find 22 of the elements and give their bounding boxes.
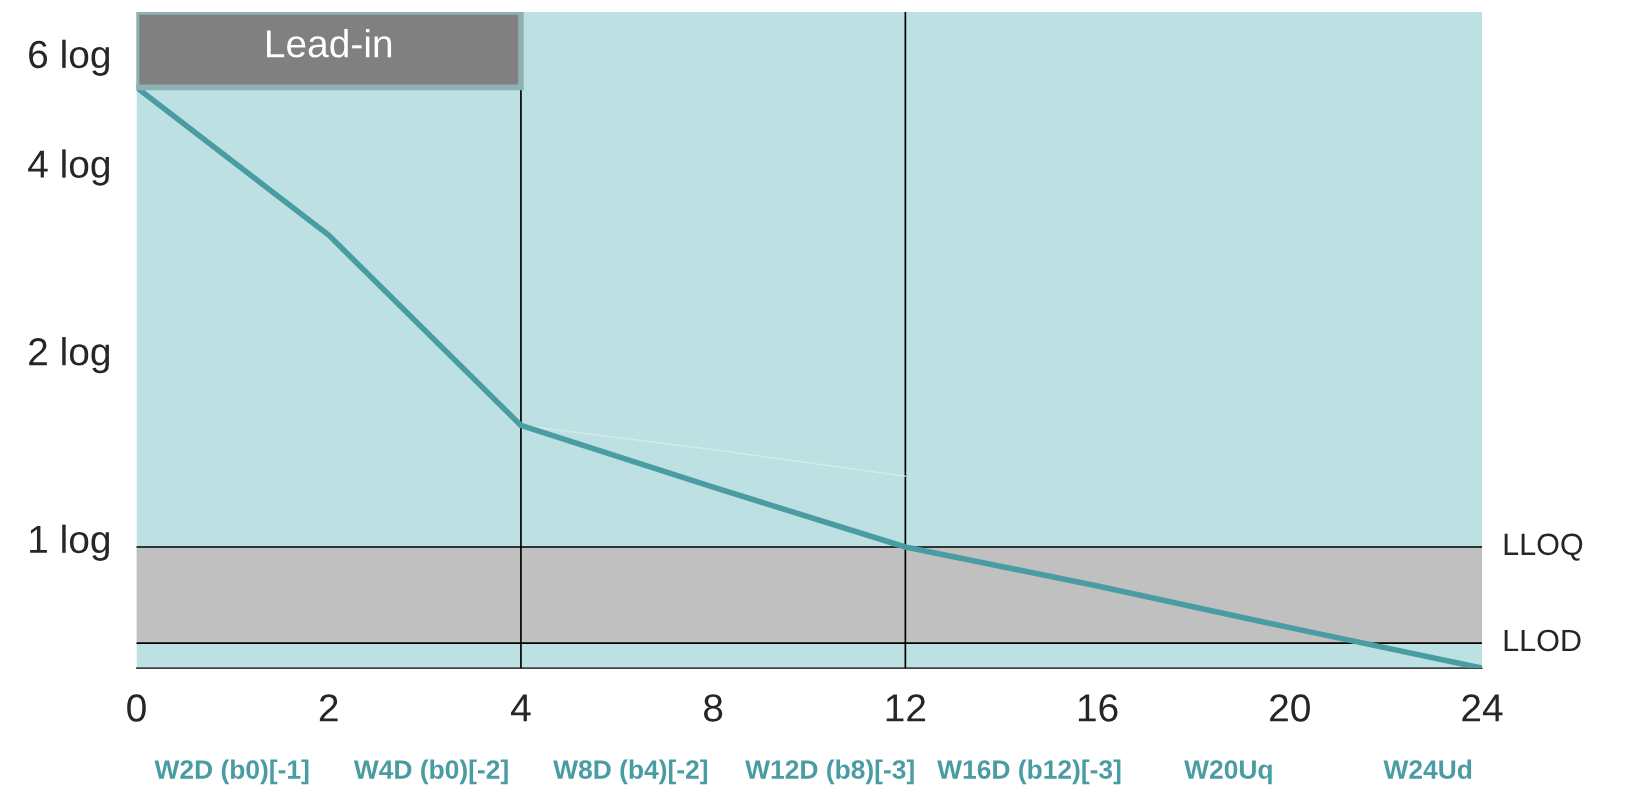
text: W20Uq [1184, 760, 1272, 785]
x-tick-label: 4 [511, 694, 531, 722]
x-tick-label: 20 [1270, 694, 1310, 722]
ref-line-label: LLOD [1504, 629, 1581, 652]
x-tick-label: 8 [704, 694, 723, 722]
x-tick-label: 0 [127, 694, 146, 722]
text: W24Ud [1383, 759, 1472, 779]
x-tick-label: 24 [1462, 694, 1503, 722]
ref-line-label: LLOQ [1504, 533, 1583, 561]
text: W4D (b0)[-2] [353, 759, 508, 785]
y-tick-label: 2 log [29, 337, 109, 374]
y-tick-label: 6 log [29, 39, 109, 76]
y-tick-label: 1 log [30, 524, 109, 561]
text: W8D (b4)[-2] [553, 759, 708, 785]
text: W16D (b12)[-3] [937, 759, 1121, 785]
y-tick-label: 4 log [28, 149, 109, 186]
annotation: Lead-in [267, 28, 392, 58]
x-tick-label: 2 [319, 694, 338, 722]
text: W12D (b8)[-3] [745, 759, 914, 785]
text: W2D (b0)[-1] [154, 759, 309, 785]
x-tick-label: 12 [886, 694, 926, 722]
x-tick-label: 16 [1078, 694, 1118, 722]
